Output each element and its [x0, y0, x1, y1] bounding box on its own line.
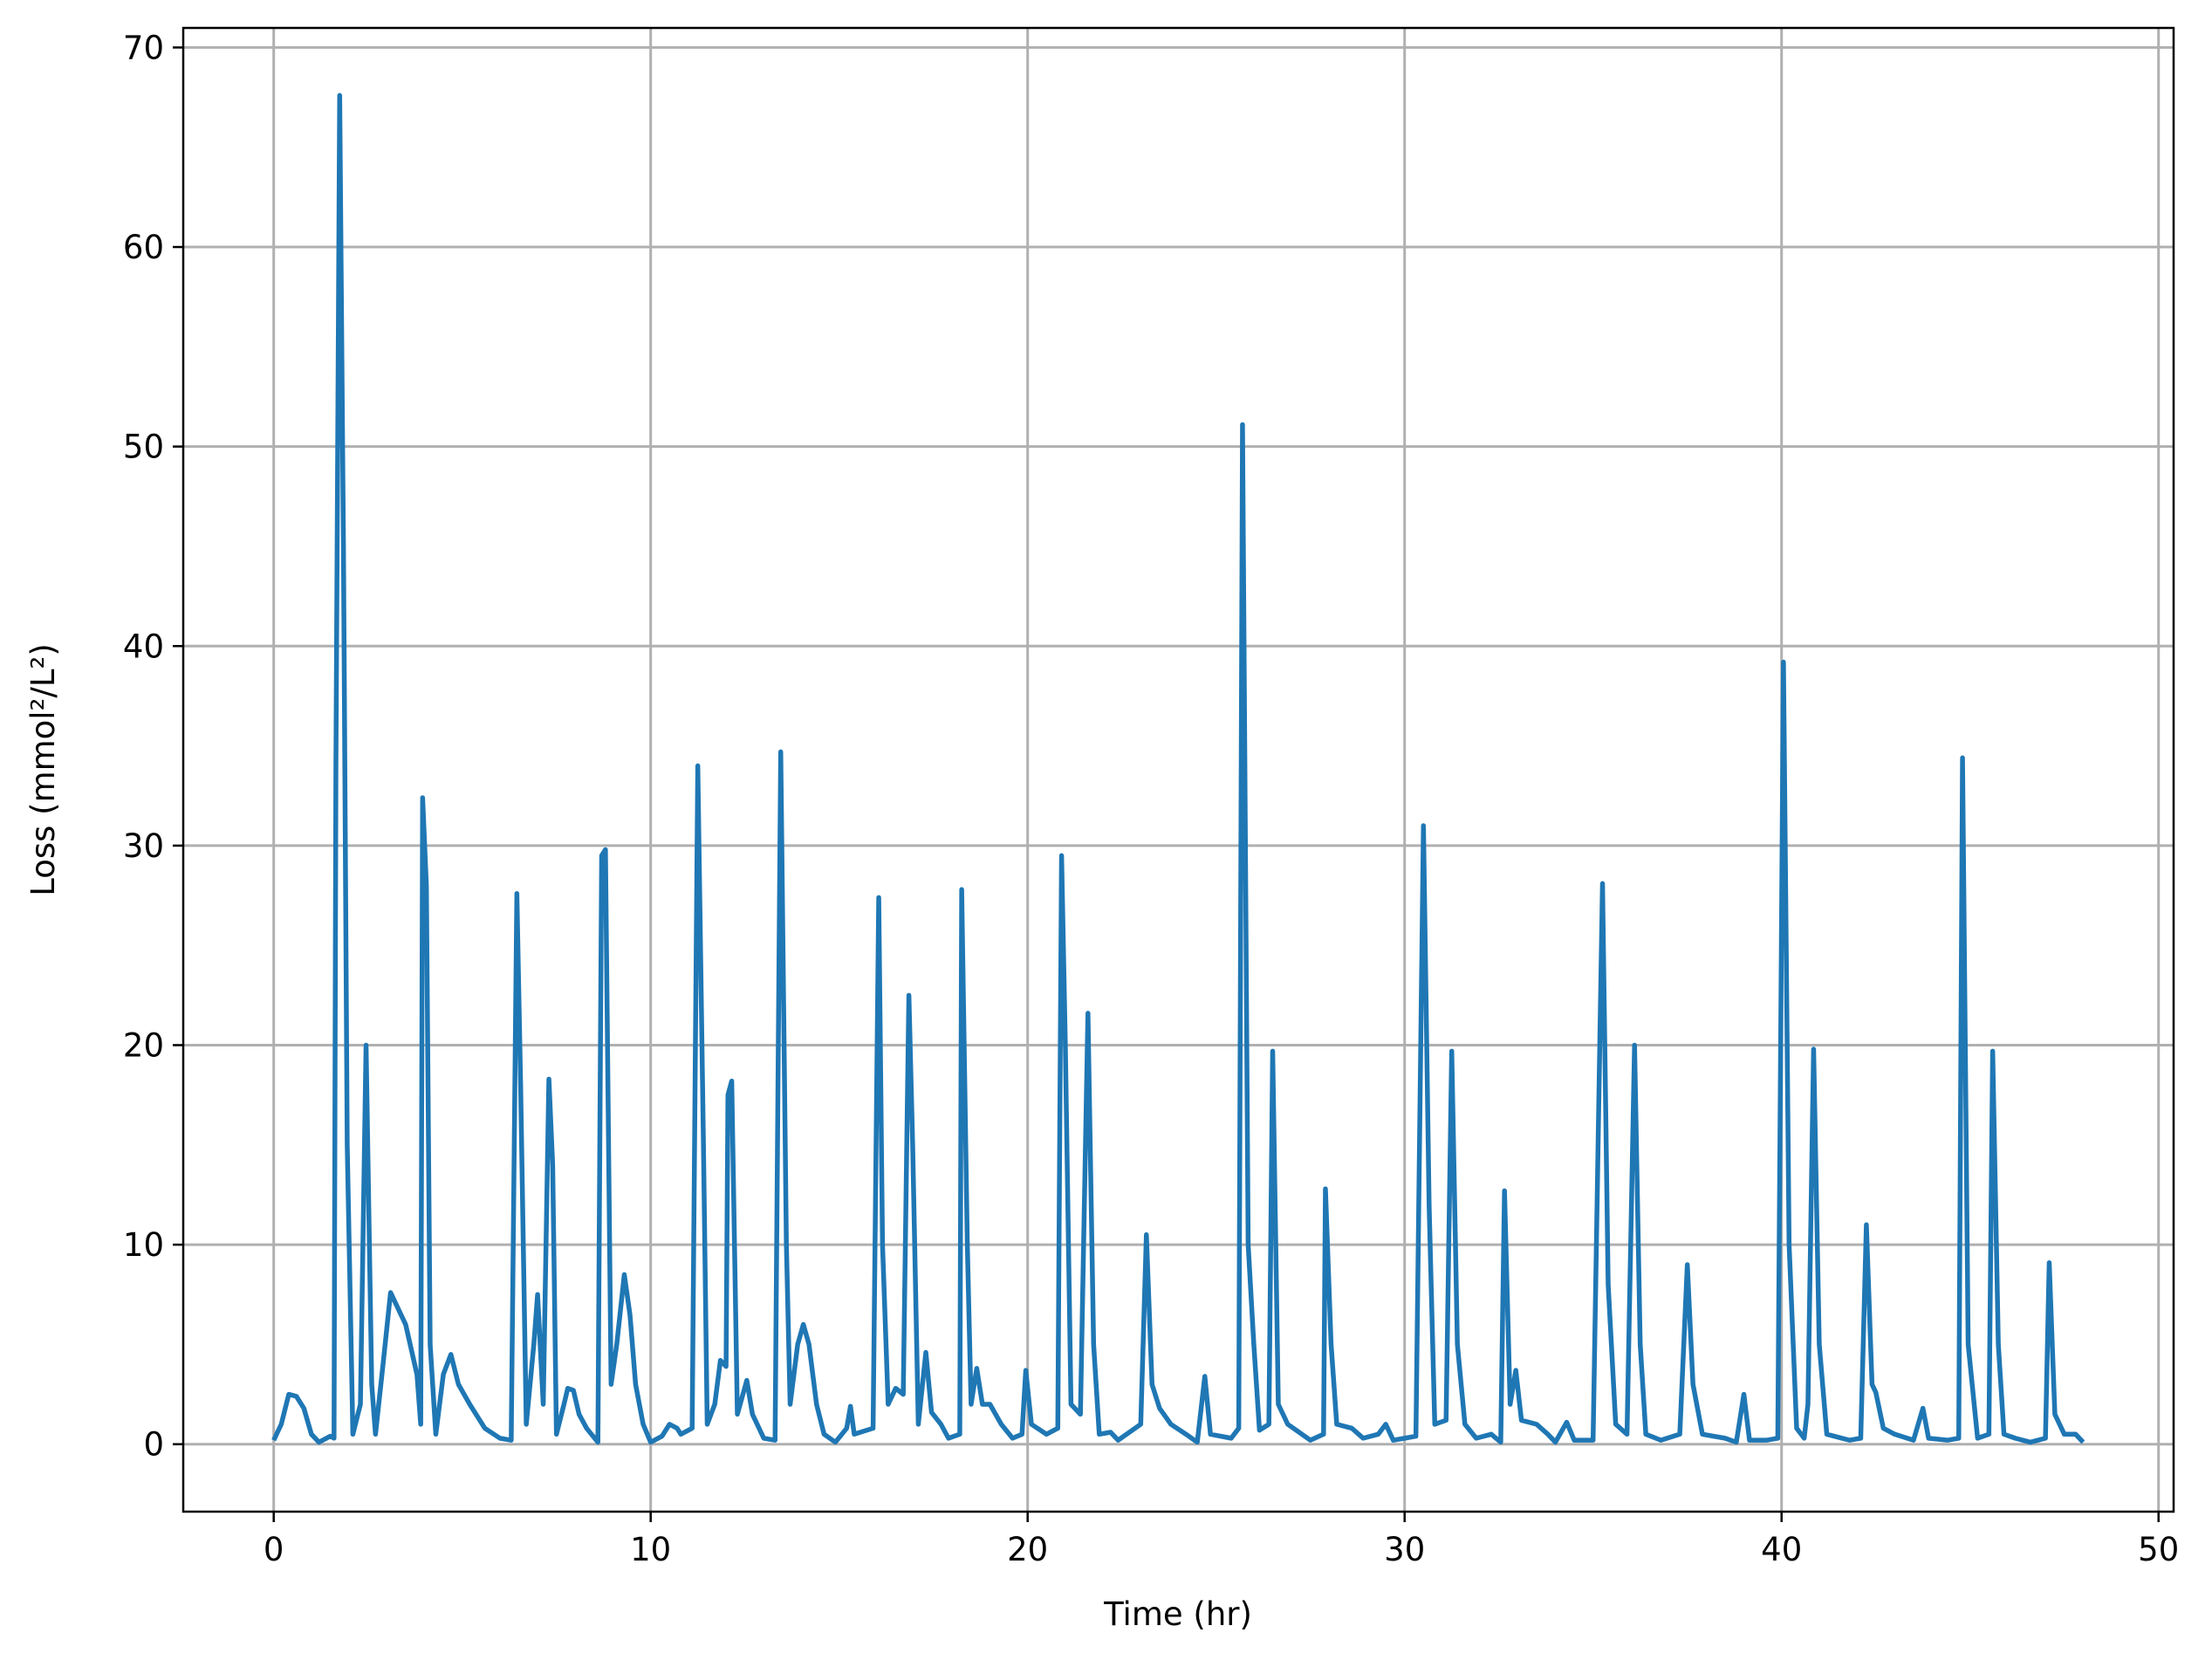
x-tick-label: 40 — [1761, 1531, 1802, 1568]
x-tick-label: 20 — [1007, 1531, 1048, 1568]
x-tick-label: 30 — [1384, 1531, 1425, 1568]
y-tick-label: 0 — [143, 1426, 164, 1464]
y-tick-label: 30 — [123, 827, 164, 865]
y-tick-label: 20 — [123, 1026, 164, 1064]
y-axis-label: Loss (mmol²/L²) — [24, 643, 62, 896]
y-tick-label: 10 — [123, 1226, 164, 1264]
y-tick-label: 60 — [123, 229, 164, 266]
y-tick-label: 70 — [123, 29, 164, 66]
x-tick-label: 50 — [2138, 1531, 2179, 1568]
x-axis-label: Time (hr) — [1103, 1595, 1252, 1633]
x-tick-label: 10 — [630, 1531, 671, 1568]
y-tick-label: 50 — [123, 429, 164, 466]
data-line — [271, 93, 2085, 1445]
y-tick-label: 40 — [123, 628, 164, 665]
plot-frame — [181, 26, 2175, 1513]
x-tick-label: 0 — [264, 1531, 284, 1568]
